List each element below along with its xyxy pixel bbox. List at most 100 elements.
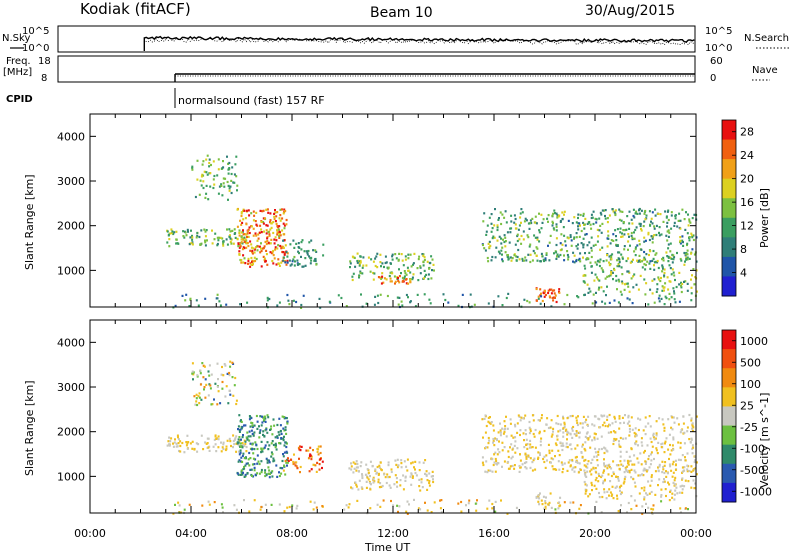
- scatter-point: [639, 260, 642, 263]
- scatter-point: [672, 287, 675, 290]
- scatter-point: [513, 221, 516, 224]
- scatter-point: [633, 469, 636, 472]
- scatter-point: [684, 253, 687, 256]
- scatter-point: [487, 469, 490, 472]
- scatter-point: [606, 254, 608, 257]
- scatter-point: [499, 211, 502, 214]
- scatter-point: [198, 396, 201, 399]
- scatter-point: [643, 212, 646, 215]
- scatter-point: [391, 272, 394, 275]
- scatter-point: [343, 508, 346, 511]
- scatter-point: [487, 442, 490, 445]
- scatter-point: [584, 492, 587, 495]
- scatter-point: [518, 258, 521, 261]
- scatter-point: [650, 440, 653, 444]
- colorbar-tick-label: 8: [740, 243, 747, 256]
- scatter-point: [211, 403, 214, 406]
- scatter-point: [340, 296, 343, 300]
- scatter-point: [243, 233, 246, 236]
- scatter-point: [482, 436, 484, 439]
- colorbar-segment: [722, 159, 736, 180]
- scatter-point: [653, 264, 655, 267]
- scatter-point: [382, 499, 385, 502]
- scatter-point: [561, 442, 564, 445]
- scatter-point: [278, 264, 281, 267]
- scatter-point: [656, 283, 659, 286]
- scatter-point: [359, 271, 362, 274]
- scatter-point: [686, 452, 689, 455]
- scatter-point: [321, 505, 324, 508]
- scatter-point: [375, 255, 378, 258]
- scatter-point: [423, 256, 426, 259]
- scatter-point: [623, 288, 626, 291]
- scatter-point: [507, 256, 510, 259]
- scatter-point: [635, 504, 638, 507]
- scatter-point: [489, 416, 491, 419]
- scatter-point: [201, 362, 204, 365]
- scatter-point: [249, 240, 252, 243]
- scatter-point: [633, 273, 636, 276]
- scatter-point: [667, 218, 670, 222]
- scatter-point: [613, 437, 616, 441]
- scatter-point: [606, 245, 609, 248]
- scatter-point: [356, 261, 359, 264]
- scatter-point: [208, 383, 211, 386]
- scatter-point: [579, 422, 582, 425]
- scatter-point: [563, 423, 566, 426]
- scatter-point: [563, 421, 566, 424]
- scatter-point: [240, 427, 243, 430]
- scatter-point: [245, 445, 248, 449]
- scatter-point: [300, 445, 303, 448]
- scatter-point: [266, 237, 269, 240]
- scatter-point: [555, 422, 558, 425]
- scatter-point: [529, 429, 532, 433]
- scatter-point: [235, 155, 238, 158]
- scatter-point: [553, 252, 555, 255]
- scatter-point: [413, 498, 415, 501]
- scatter-point: [691, 424, 694, 427]
- scatter-point: [285, 432, 288, 435]
- scatter-point: [493, 444, 496, 447]
- scatter-point: [222, 443, 225, 446]
- scatter-point: [380, 485, 383, 488]
- scatter-point: [217, 168, 220, 171]
- scatter-point: [652, 257, 655, 260]
- scatter-point: [229, 393, 232, 396]
- scatter-point: [661, 264, 664, 267]
- scatter-point: [253, 469, 256, 472]
- scatter-point: [502, 432, 505, 435]
- scatter-point: [663, 478, 665, 481]
- scatter-point: [222, 160, 224, 163]
- scatter-point: [686, 232, 689, 235]
- scatter-point: [590, 473, 593, 476]
- scatter-point: [238, 439, 241, 442]
- scatter-point: [612, 439, 615, 442]
- scatter-point: [532, 432, 535, 436]
- scatter-point: [230, 191, 233, 195]
- scatter-point: [597, 259, 600, 262]
- scatter-point: [679, 240, 681, 244]
- scatter-point: [653, 234, 656, 237]
- scatter-point: [650, 507, 653, 511]
- scatter-point: [671, 444, 674, 447]
- scatter-point: [298, 457, 300, 460]
- scatter-point: [242, 229, 244, 232]
- scatter-point: [556, 434, 559, 437]
- scatter-point: [684, 228, 687, 231]
- scatter-point: [658, 234, 661, 237]
- scatter-point: [249, 265, 252, 268]
- scatter-point: [242, 233, 245, 236]
- scatter-point: [486, 224, 489, 227]
- scatter-point: [402, 279, 405, 282]
- scatter-point: [349, 260, 352, 263]
- scatter-point: [690, 232, 693, 235]
- scatter-point: [673, 498, 676, 501]
- scatter-point: [615, 485, 618, 488]
- scatter-point: [217, 390, 220, 393]
- scatter-point: [559, 429, 562, 432]
- scatter-point: [650, 459, 653, 462]
- scatter-point: [246, 472, 249, 475]
- scatter-point: [280, 437, 283, 440]
- scatter-point: [488, 216, 491, 219]
- scatter-point: [285, 251, 288, 254]
